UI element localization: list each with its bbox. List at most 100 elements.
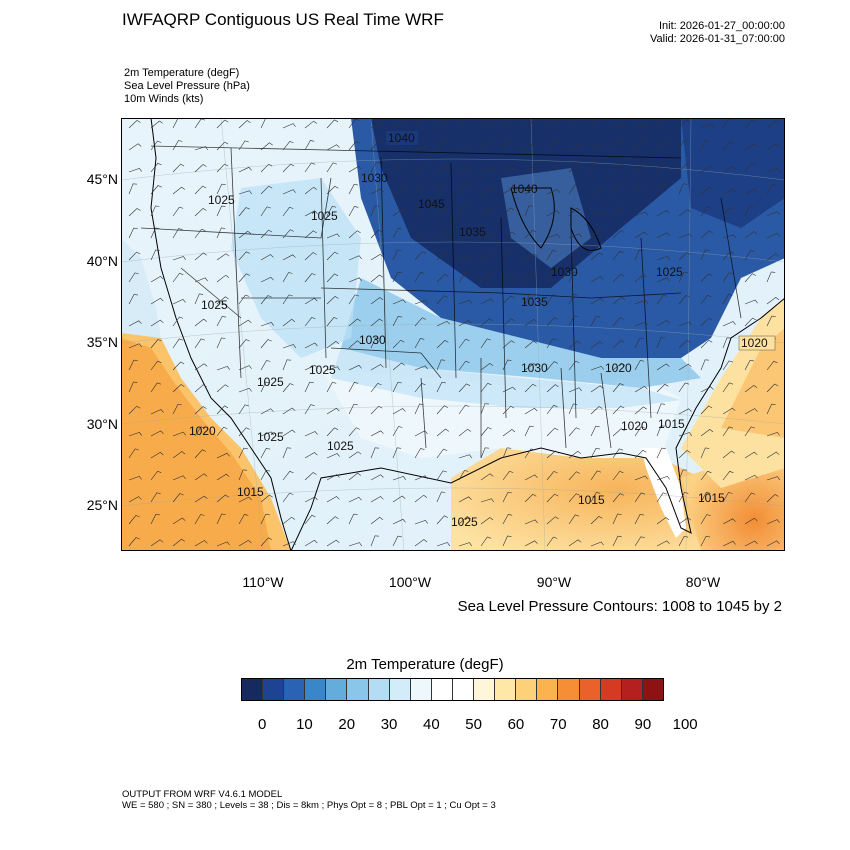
wind-barb	[172, 403, 182, 415]
wind-barb	[150, 513, 160, 525]
wind-barb	[700, 339, 713, 349]
wind-barb	[524, 318, 538, 327]
wind-barb	[194, 473, 208, 481]
wind-barb	[524, 540, 538, 547]
wind-barb	[348, 472, 361, 481]
wind-barb	[326, 185, 339, 195]
wind-barb	[480, 447, 490, 459]
wind-barb	[370, 337, 380, 349]
wind-barb	[172, 475, 186, 481]
wind-barb	[216, 384, 229, 393]
wind-barb	[150, 297, 164, 305]
pressure-contour-labels: 1040 1030 1025 1025 1040 1045 1035 1030 …	[189, 131, 776, 529]
wind-barb	[700, 386, 714, 393]
wind-barb	[348, 318, 361, 327]
wind-barb	[128, 293, 139, 305]
wind-barb	[304, 140, 315, 151]
wind-barb	[304, 273, 316, 283]
wind-barb	[634, 359, 645, 371]
wind-barb	[304, 186, 317, 195]
wind-barb	[392, 447, 402, 459]
field-winds: 10m Winds (kts)	[124, 93, 204, 105]
pressure-label: 1045	[418, 197, 445, 211]
wind-barb	[392, 315, 403, 327]
wind-barb	[150, 276, 164, 283]
colorbar-swatch	[621, 679, 643, 700]
wind-barb	[524, 519, 538, 525]
wind-barb	[216, 405, 229, 415]
wind-barb	[480, 363, 494, 371]
wind-barb	[348, 141, 360, 151]
wind-barb	[546, 493, 559, 503]
wind-barb	[766, 451, 780, 459]
wind-barb	[722, 426, 733, 437]
wind-barb	[480, 253, 494, 261]
pressure-label: 1020	[189, 424, 216, 438]
wind-barb	[524, 253, 538, 261]
wind-barb	[612, 383, 624, 393]
wind-barb	[524, 166, 538, 173]
wind-barb	[656, 447, 666, 459]
wind-barb	[348, 542, 362, 547]
wind-barb	[722, 470, 734, 481]
colorbar-tick-label: 70	[549, 716, 567, 733]
wind-barb	[260, 206, 271, 217]
wind-barb	[128, 320, 142, 327]
colorbar-tick-label: 100	[672, 716, 698, 733]
wind-barb	[546, 271, 556, 283]
colorbar-tick-label: 50	[465, 716, 482, 733]
wind-barb	[370, 383, 382, 393]
lat-label-45: 45°N	[86, 171, 118, 187]
wind-barb	[216, 452, 230, 459]
wind-barb	[678, 363, 692, 371]
wind-barb	[392, 535, 402, 547]
wind-barb	[722, 337, 732, 349]
wind-barb	[260, 142, 273, 151]
wind-barb	[766, 383, 779, 393]
wind-barb	[216, 494, 229, 503]
wind-barb	[128, 167, 142, 173]
wind-barb	[546, 234, 560, 239]
map-svg: 1040 1030 1025 1025 1040 1045 1035 1030 …	[121, 118, 785, 551]
colorbar-swatch	[516, 679, 538, 700]
wind-barb	[590, 470, 602, 481]
wind-barb	[370, 516, 384, 525]
wind-barb	[414, 205, 424, 217]
wind-barb	[326, 233, 340, 239]
wind-barb	[348, 513, 358, 525]
wind-barb	[282, 272, 293, 283]
lon-label-90w: 90°W	[536, 574, 572, 590]
wind-barb	[282, 163, 295, 173]
wind-barb	[502, 295, 515, 305]
wind-barb	[260, 185, 273, 195]
wind-barb	[480, 167, 494, 173]
wind-barb	[326, 366, 340, 371]
wind-barb	[568, 387, 582, 393]
wind-barb	[612, 230, 625, 239]
wind-barb	[282, 206, 294, 217]
wind-barb	[370, 274, 383, 283]
wind-barb	[348, 427, 360, 437]
wind-barb	[546, 317, 558, 327]
wind-barb	[436, 405, 449, 415]
wind-barb	[546, 165, 560, 173]
wind-barb	[634, 492, 646, 503]
wind-barb	[238, 190, 252, 195]
wind-barb	[392, 339, 405, 349]
wind-barb	[480, 473, 494, 481]
wind-barb	[656, 232, 670, 239]
lat-label-40: 40°N	[86, 253, 118, 269]
wind-barb	[656, 256, 670, 261]
wind-barb	[172, 186, 185, 195]
wind-barb	[678, 432, 692, 437]
wind-barb	[744, 517, 758, 525]
lon-label-100w: 100°W	[388, 574, 432, 590]
wind-barb	[172, 538, 185, 547]
wind-barb	[634, 163, 646, 173]
wind-barb	[304, 472, 317, 481]
wind-barb	[722, 382, 734, 393]
wind-barb	[546, 361, 558, 371]
wind-barb	[414, 299, 428, 305]
wind-barb	[238, 539, 252, 547]
wind-barb	[590, 516, 603, 525]
